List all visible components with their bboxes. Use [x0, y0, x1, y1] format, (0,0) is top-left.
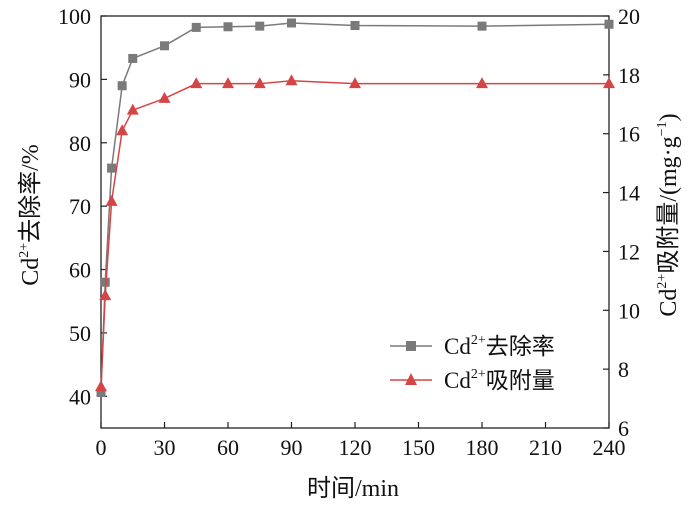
data-point-removal: [160, 41, 169, 51]
data-point-adsorption: [285, 74, 298, 86]
data-point-removal: [287, 18, 296, 28]
x-tick-label: 60: [217, 435, 239, 460]
data-point-removal: [223, 22, 233, 32]
y-right-title-prefix: Cd: [656, 289, 682, 317]
x-tick-label: 120: [339, 435, 372, 460]
legend-removal-prefix: Cd: [444, 334, 471, 359]
data-point-removal: [107, 163, 117, 173]
legend-adsorption-sup: 2+: [471, 367, 486, 382]
data-point-adsorption: [116, 124, 129, 136]
legend-label-adsorption: Cd2+吸附量: [444, 367, 555, 393]
y-left-title-prefix: Cd: [18, 258, 44, 286]
y-right-title-suffix: ): [656, 113, 682, 121]
data-point-adsorption: [222, 77, 234, 89]
x-tick-label: 240: [593, 435, 626, 460]
data-point-adsorption: [99, 289, 112, 301]
x-tick-label: 180: [466, 435, 499, 460]
y-left-tick-label: 90: [69, 67, 91, 92]
y-right-tick-label: 8: [618, 357, 629, 382]
y-right-title-sup2: −1: [655, 121, 670, 136]
y-left-tick-label: 50: [69, 321, 91, 346]
legend-removal-sup: 2+: [471, 333, 486, 348]
data-point-adsorption: [476, 77, 488, 89]
y-left-title-suffix: 去除率/%: [17, 144, 44, 243]
legend-marker-square: [406, 341, 416, 351]
data-point-removal: [128, 53, 138, 63]
y-right-axis-title: Cd2+吸附量/(mg·g−1): [655, 113, 682, 316]
data-point-removal: [255, 21, 265, 31]
data-point-adsorption: [253, 77, 266, 89]
y-right-tick-label: 14: [618, 181, 640, 206]
y-right-title-sup: 2+: [655, 274, 670, 289]
x-tick-label: 30: [154, 435, 176, 460]
x-tick-label: 90: [281, 435, 303, 460]
data-point-adsorption: [349, 77, 361, 89]
y-left-tick-label: 100: [58, 4, 91, 29]
data-point-adsorption: [95, 380, 107, 392]
data-point-adsorption: [126, 103, 139, 115]
data-point-removal: [117, 81, 127, 91]
data-point-removal: [100, 277, 110, 287]
data-point-adsorption: [105, 194, 118, 206]
y-right-tick-label: 20: [618, 4, 640, 29]
y-left-tick-label: 40: [69, 384, 91, 409]
legend-adsorption-prefix: Cd: [444, 368, 471, 393]
data-point-adsorption: [158, 91, 171, 103]
x-tick-label: 150: [402, 435, 435, 460]
y-right-tick-label: 16: [618, 122, 640, 147]
data-point-removal: [350, 21, 360, 31]
y-left-title-sup: 2+: [17, 243, 32, 258]
data-point-adsorption: [190, 77, 203, 89]
series-layer: [95, 18, 615, 398]
legend-adsorption-suffix: 吸附量: [486, 368, 555, 393]
legend-item-adsorption: Cd2+吸附量: [390, 367, 555, 393]
x-tick-label: 0: [96, 435, 107, 460]
y-right-tick-label: 10: [618, 298, 640, 323]
y-left-axis-title: Cd2+去除率/%: [17, 144, 44, 286]
y-right-tick-label: 6: [618, 416, 629, 441]
legend-removal-suffix: 去除率: [486, 334, 555, 359]
y-left-tick-label: 70: [69, 194, 91, 219]
y-right-title-mid: 吸附量/(mg·g: [655, 136, 682, 273]
y-right-tick-label: 18: [618, 63, 640, 88]
data-point-removal: [477, 21, 487, 31]
legend-item-removal: Cd2+去除率: [390, 333, 555, 359]
y-right-tick-label: 12: [618, 239, 640, 264]
x-axis-title: 时间/min: [307, 475, 399, 502]
data-point-adsorption: [603, 77, 615, 89]
legend-label-removal: Cd2+去除率: [444, 333, 555, 359]
y-left-tick-label: 80: [69, 131, 91, 156]
legend: Cd2+去除率 Cd2+吸附量: [390, 333, 555, 393]
legend-marker-triangle: [405, 373, 417, 385]
data-point-removal: [191, 22, 201, 32]
ticks: 0 30 60 90 120 150 180 210 240 40 50 60 70 80 90 100 6 8 1…: [58, 4, 640, 460]
data-point-removal: [96, 388, 106, 398]
data-point-removal: [604, 19, 614, 29]
y-left-tick-label: 60: [69, 258, 91, 283]
x-tick-label: 210: [529, 435, 562, 460]
